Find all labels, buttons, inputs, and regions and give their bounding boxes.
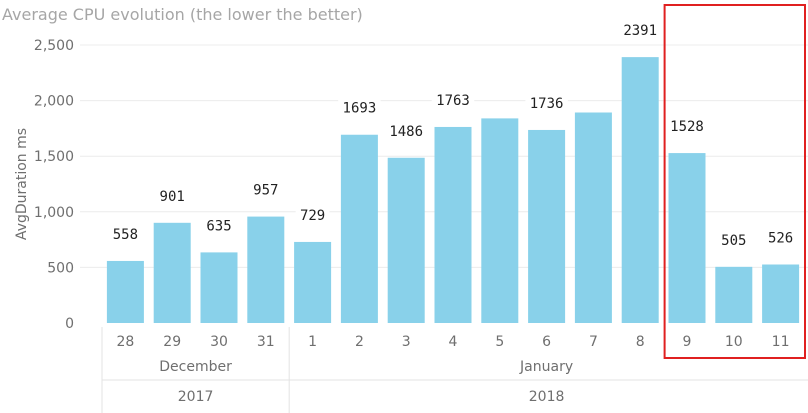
data-label-bg [763,227,798,248]
bar [200,252,238,323]
y-tick-label: 2,500 [34,38,74,54]
data-label-bg [202,215,236,236]
bar [715,266,753,323]
data-label-bg [155,185,190,206]
month-label: December [159,359,232,375]
x-tick-label: 29 [163,334,181,350]
data-labels: 558 901 635 957 729 1693 1486 1763 1736 2391 1528 5… [108,20,798,250]
highlight-box [663,4,806,359]
data-label: 1736 [530,96,564,112]
data-label: 729 [300,208,325,224]
data-label-bg [385,120,428,141]
data-label: 635 [206,218,231,234]
data-label: 1693 [343,101,377,117]
y-axis-ticks: 0 500 1,000 1,500 2,000 2,500 [34,38,74,332]
bar [106,260,144,323]
data-label: 526 [768,231,793,247]
bar [153,222,191,323]
y-tick-label: 2,000 [34,94,74,110]
x-tick-label: 7 [589,334,598,350]
bars [106,57,800,324]
x-tick-label: 6 [542,334,551,350]
x-tick-label: 1 [308,334,317,350]
x-tick-label: 9 [683,334,692,350]
y-tick-label: 0 [65,316,74,332]
x-tick-label: 5 [495,334,504,350]
bar [481,118,519,323]
bar [247,216,285,323]
bar [762,264,800,323]
data-label-bg [295,204,330,225]
month-label: January [519,359,573,375]
bar [294,241,332,323]
x-axis: 28 29 30 31 1 2 3 4 5 6 7 8 9 10 11 December January 2017… [101,327,808,413]
chart-title: Average CPU evolution (the lower the bet… [2,5,363,24]
data-label: 957 [253,183,278,199]
y-tick-label: 500 [47,260,74,276]
data-label: 1763 [436,93,470,109]
bar [621,57,659,324]
data-label: 558 [113,227,138,243]
data-label-bg [248,179,283,200]
y-axis-label: AvgDuration ms [14,128,30,240]
data-label-bg [525,92,568,113]
y-tick-label: 1,500 [34,149,74,165]
bar [434,126,472,323]
x-tick-label: 3 [402,334,411,350]
data-label-bg [108,223,143,244]
y-tick-label: 1,000 [34,205,74,221]
x-tick-label: 8 [636,334,645,350]
data-label-bg [431,89,475,110]
x-tick-label: 31 [257,334,275,350]
data-label-bg [716,229,751,250]
x-tick-label: 30 [210,334,228,350]
x-tick-label: 28 [116,334,134,350]
data-label: 1486 [389,124,423,140]
x-tick-label: 11 [772,334,790,350]
x-tick-label: 2 [355,334,364,350]
bar [528,129,566,323]
data-label: 901 [160,189,185,205]
bar [668,153,706,323]
data-label-bg [338,97,381,118]
bar [574,112,612,323]
data-label: 505 [721,233,746,249]
bar [387,157,425,323]
bar [340,134,378,323]
data-label-bg [665,116,709,137]
data-label-bg [619,20,662,41]
data-label: 2391 [623,23,657,39]
x-tick-label: 10 [725,334,743,350]
x-tick-label: 4 [449,334,458,350]
year-label: 2018 [529,389,565,405]
data-label: 1528 [670,119,704,135]
year-label: 2017 [178,389,214,405]
